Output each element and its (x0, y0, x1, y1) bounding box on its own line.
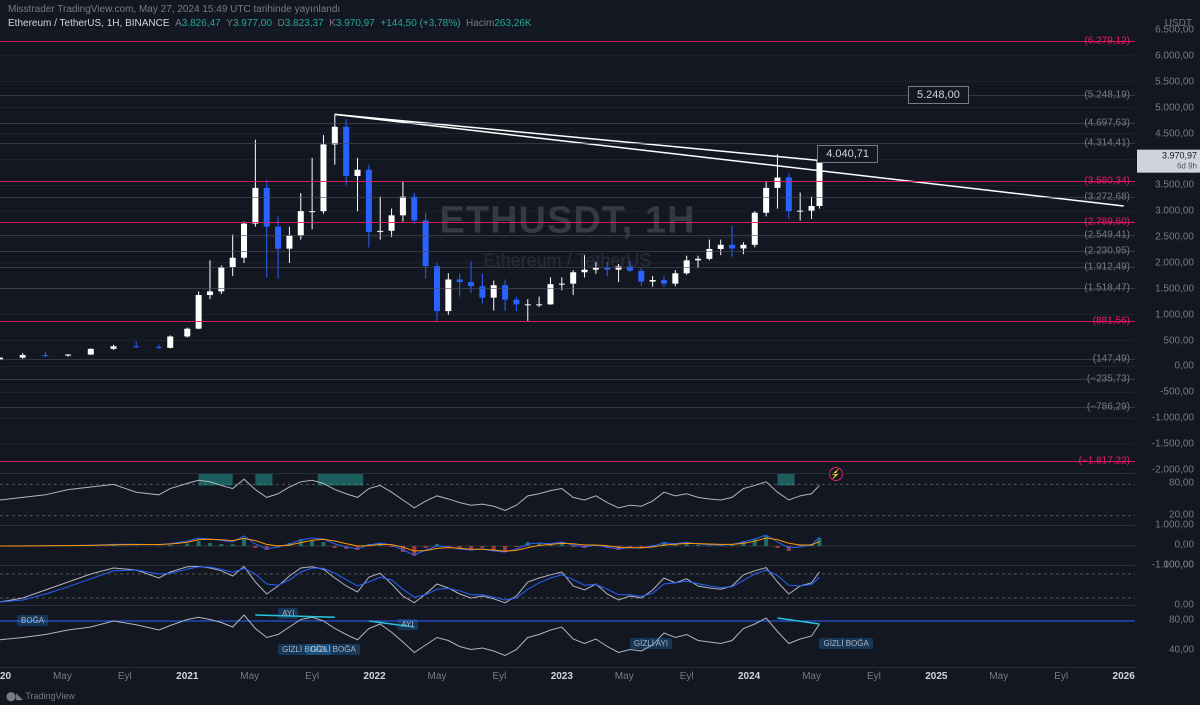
y-tick: 6.000,00 (1155, 50, 1194, 61)
y-tick: -500,00 (1160, 387, 1194, 398)
logo-icon: ⬤◣ (6, 691, 25, 701)
level-label: (6.279,12) (1084, 36, 1130, 47)
y-tick: -1.500,00 (1152, 439, 1194, 450)
x-tick: May (989, 671, 1008, 682)
level-label: (−1.817,22) (1079, 455, 1130, 466)
level-label: (2.789,60) (1084, 217, 1130, 228)
indicator-rsi-axis: 80,00 20,00 (1135, 473, 1200, 525)
divergence-label: GİZLİ BOĞA (306, 644, 359, 655)
ind-tick: 40,00 (1169, 645, 1194, 656)
x-tick: May (240, 671, 259, 682)
y-axis-main[interactable]: USDT 6.500,006.000,005.500,005.000,004.5… (1135, 30, 1200, 470)
y-tick: 3.500,00 (1155, 180, 1194, 191)
level-label: (147,49) (1093, 353, 1130, 364)
ind-tick: 80,00 (1169, 615, 1194, 626)
level-line (0, 288, 1135, 289)
ind-tick: 20,00 (1169, 509, 1194, 520)
level-line (0, 407, 1135, 408)
x-tick: 2023 (551, 671, 573, 682)
level-label: (4.314,41) (1084, 138, 1130, 149)
x-tick: Eyl (305, 671, 319, 682)
price-chart[interactable]: ETHUSDT, 1H Ethereum / TetherUS 5.248,00… (0, 30, 1135, 470)
indicator-stoch-axis: 100,000,00 (1135, 565, 1200, 605)
x-tick: Eyl (492, 671, 506, 682)
level-line (0, 197, 1135, 198)
ind-tick: 80,00 (1169, 478, 1194, 489)
level-label: (5.248,19) (1084, 89, 1130, 100)
x-tick: May (615, 671, 634, 682)
callout-target-a: 5.248,00 (908, 86, 969, 104)
indicator-stoch[interactable] (0, 565, 1135, 605)
level-line (0, 267, 1135, 268)
current-price-tag: 3.970,976d 9h (1137, 150, 1200, 173)
y-tick: 1.500,00 (1155, 283, 1194, 294)
level-line (0, 181, 1135, 182)
divergence-label: GİZLİ AYI (630, 638, 672, 649)
level-line (0, 359, 1135, 360)
level-line (0, 123, 1135, 124)
y-tick: 4.500,00 (1155, 128, 1194, 139)
y-tick: -1.000,00 (1152, 413, 1194, 424)
y-tick: 2.000,00 (1155, 257, 1194, 268)
y-tick: 2.500,00 (1155, 232, 1194, 243)
x-tick: Eyl (867, 671, 881, 682)
tradingview-logo: ⬤◣ TradingView (6, 691, 75, 702)
y-tick: 0,00 (1175, 361, 1194, 372)
level-label: (881,56) (1093, 315, 1130, 326)
level-label: (3.272,68) (1084, 192, 1130, 203)
x-tick: 2022 (363, 671, 385, 682)
level-label: (−786,29) (1087, 402, 1130, 413)
y-tick: 1.000,00 (1155, 309, 1194, 320)
divergence-label: AYI (278, 608, 298, 619)
level-line (0, 222, 1135, 223)
y-tick: 5.500,00 (1155, 76, 1194, 87)
level-line (0, 143, 1135, 144)
ohlc-bar: Ethereum / TetherUS, 1H, BINANCE A3.826,… (8, 18, 532, 29)
publish-info: Misstrader TradingView.com, May 27, 2024… (8, 4, 340, 15)
level-label: (2.230,95) (1084, 245, 1130, 256)
x-tick: May (428, 671, 447, 682)
ind-tick: 100,00 (1163, 560, 1194, 571)
x-tick: Eyl (118, 671, 132, 682)
symbol: Ethereum / TetherUS, 1H, BINANCE (8, 18, 170, 29)
x-tick: 2020 (0, 671, 11, 682)
x-tick: 2021 (176, 671, 198, 682)
x-tick: May (53, 671, 72, 682)
level-label: (1.518,47) (1084, 282, 1130, 293)
x-tick: May (802, 671, 821, 682)
ind-tick: 1.000,00 (1155, 520, 1194, 531)
level-line (0, 321, 1135, 322)
level-label: (2.549,41) (1084, 229, 1130, 240)
divergence-label: AYI (397, 619, 417, 630)
level-line (0, 41, 1135, 42)
level-label: (3.580,34) (1084, 176, 1130, 187)
divergence-label: GİZLİ BOĞA (819, 638, 872, 649)
level-label: (−235,73) (1087, 373, 1130, 384)
y-tick: 500,00 (1163, 335, 1194, 346)
x-tick: 2026 (1113, 671, 1135, 682)
x-tick: Eyl (1054, 671, 1068, 682)
x-axis[interactable]: 2020 May Eyl 2021 May Eyl 2022 May Eyl 2023 May Eyl… (0, 667, 1135, 685)
indicator-div[interactable]: BOĞAAYIGİZLİ BOĞAGİZLİ BOĞAAYIGİZLİ AYIG… (0, 605, 1135, 665)
level-line (0, 251, 1135, 252)
callout-target-b: 4.040,71 (817, 145, 878, 163)
divergence-label: BOĞA (17, 615, 48, 626)
x-tick: Eyl (680, 671, 694, 682)
level-label: (1.912,49) (1084, 262, 1130, 273)
y-tick: 3.000,00 (1155, 206, 1194, 217)
level-line (0, 461, 1135, 462)
indicator-rsi[interactable] (0, 473, 1135, 525)
indicator-macd[interactable] (0, 525, 1135, 565)
x-tick: 2025 (925, 671, 947, 682)
y-tick: 5.000,00 (1155, 102, 1194, 113)
level-line (0, 379, 1135, 380)
indicator-div-axis: 80,00 40,00 (1135, 605, 1200, 665)
y-tick: 6.500,00 (1155, 25, 1194, 36)
ind-tick: 0,00 (1175, 540, 1194, 551)
x-tick: 2024 (738, 671, 760, 682)
level-label: (4.697,63) (1084, 118, 1130, 129)
level-line (0, 235, 1135, 236)
